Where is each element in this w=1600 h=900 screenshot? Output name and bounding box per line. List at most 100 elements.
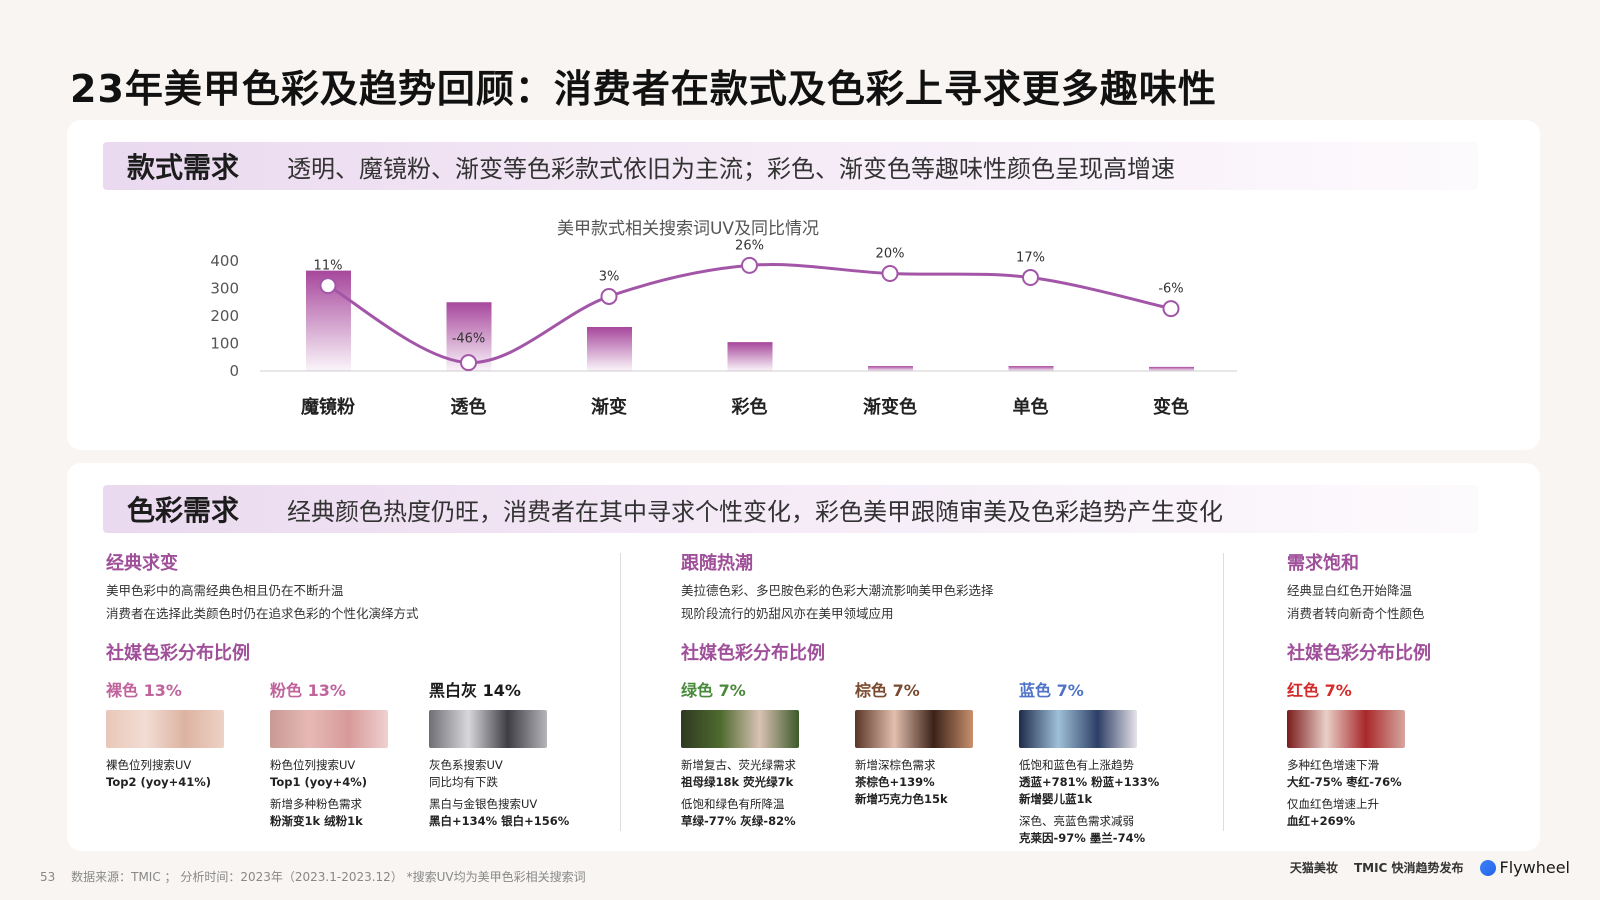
- yoy-point: [741, 256, 758, 274]
- color-banner: 色彩需求 经典颜色热度仍旺，消费者在其中寻求个性变化，彩色美甲跟随审美及色彩趋势…: [103, 485, 1478, 533]
- flywheel-logo: Flywheel: [1479, 858, 1570, 877]
- yoy-label: 3%: [599, 269, 620, 284]
- col-trend: 跟随热潮 美拉德色彩、多巴胺色彩的色彩大潮流影响美甲色彩选择 现阶段流行的奶甜风…: [681, 549, 994, 665]
- y-tick-label: 100: [210, 335, 239, 353]
- column-divider: [1223, 553, 1224, 831]
- label-brown: 棕色 7%: [855, 681, 920, 700]
- col-classic-line: 消费者在选择此类颜色时仍在追求色彩的个性化演绎方式: [106, 606, 419, 621]
- note-line: 新增复古、荧光绿需求: [681, 758, 796, 772]
- bar: [1008, 366, 1054, 371]
- category-label: 彩色: [731, 396, 768, 418]
- flywheel-icon: [1479, 859, 1496, 876]
- flywheel-label: Flywheel: [1499, 858, 1570, 877]
- col-saturated-title: 需求饱和: [1287, 553, 1359, 574]
- page-number: 53: [40, 870, 56, 884]
- bar: [868, 366, 913, 371]
- col-trend-line: 现阶段流行的奶甜风亦在美甲领域应用: [681, 606, 894, 621]
- col-saturated-line: 消费者转向新奇个性颜色: [1287, 606, 1425, 621]
- note-line: 新增婴儿蓝1k: [1019, 792, 1093, 806]
- category-label: 渐变: [591, 396, 627, 418]
- note-pink: 粉色位列搜索UV Top1 (yoy+4%) 新增多种粉色需求 粉渐变1k 绒粉…: [270, 757, 367, 830]
- source-note: 数据来源：TMIC ； 分析时间：2023年（2023.1-2023.12） *…: [71, 870, 586, 884]
- swatch-brown: [855, 710, 973, 748]
- tmic-logo: TMIC 快消趋势发布: [1353, 861, 1464, 875]
- note-line: 粉色位列搜索UV: [270, 758, 356, 772]
- col-classic: 经典求变 美甲色彩中的高需经典色相且仍在不断升温 消费者在选择此类颜色时仍在追求…: [106, 549, 419, 665]
- footer: 53 数据来源：TMIC ； 分析时间：2023年（2023.1-2023.12…: [40, 868, 586, 885]
- y-tick-label: 200: [210, 307, 239, 325]
- note-line: 黑白与金银色搜索UV: [429, 797, 538, 811]
- color-tag: 色彩需求: [127, 494, 240, 527]
- style-tag: 款式需求: [127, 151, 240, 184]
- yoy-point: [460, 354, 477, 372]
- note-line: 多种红色增速下滑: [1287, 758, 1379, 772]
- note-line: 裸色位列搜索UV: [106, 758, 192, 772]
- y-tick-label: 400: [210, 252, 239, 270]
- yoy-point: [881, 265, 899, 282]
- label-blue: 蓝色 7%: [1019, 681, 1084, 700]
- swatch-nude: [106, 710, 224, 748]
- note-line: 茶棕色+139%: [855, 775, 935, 789]
- note-line: 大红-75% 枣红-76%: [1287, 775, 1402, 789]
- y-tick-label: 0: [229, 362, 239, 380]
- swatch-green: [681, 710, 799, 748]
- col-trend-title: 跟随热潮: [681, 553, 753, 574]
- category-label: 变色: [1153, 396, 1189, 418]
- note-line: 祖母绿18k 荧光绿7k: [681, 775, 794, 789]
- note-brown: 新增深棕色需求 茶棕色+139% 新增巧克力色15k: [855, 757, 948, 808]
- bar: [727, 342, 773, 371]
- note-green: 新增复古、荧光绿需求 祖母绿18k 荧光绿7k 低饱和绿色有所降温 草绿-77%…: [681, 757, 796, 830]
- note-line: 仅血红色增速上升: [1287, 797, 1379, 811]
- category-label: 透色: [451, 396, 487, 418]
- category-label: 魔镜粉: [301, 396, 355, 418]
- color-desc: 经典颜色热度仍旺，消费者在其中寻求个性变化，彩色美甲跟随审美及色彩趋势产生变化: [287, 497, 1223, 526]
- yoy-point: [319, 277, 337, 295]
- swatch-blue: [1019, 710, 1137, 748]
- note-line: 草绿-77% 灰绿-82%: [681, 814, 796, 828]
- col-saturated-line: 经典显白红色开始降温: [1287, 583, 1413, 598]
- yoy-label: -6%: [1158, 282, 1183, 297]
- swatch-bw: [429, 710, 547, 748]
- note-line: 透蓝+781% 粉蓝+133%: [1019, 775, 1160, 789]
- label-nude: 裸色 13%: [106, 681, 182, 700]
- chart-title: 美甲款式相关搜索词UV及同比情况: [557, 219, 819, 239]
- note-line: 血红+269%: [1287, 814, 1356, 828]
- col-trend-subtitle: 社媒色彩分布比例: [681, 643, 825, 664]
- col-saturated-subtitle: 社媒色彩分布比例: [1287, 643, 1431, 664]
- note-blue: 低饱和蓝色有上涨趋势 透蓝+781% 粉蓝+133% 新增婴儿蓝1k 深色、亮蓝…: [1019, 757, 1159, 847]
- bar: [1149, 366, 1194, 371]
- swatch-red: [1287, 710, 1405, 748]
- bar: [587, 327, 632, 371]
- yoy-label: 17%: [1016, 251, 1045, 266]
- note-red: 多种红色增速下滑 大红-75% 枣红-76% 仅血红色增速上升 血红+269%: [1287, 757, 1402, 830]
- note-bw: 灰色系搜索UV 同比均有下跌 黑白与金银色搜索UV 黑白+134% 银白+156…: [429, 757, 569, 830]
- note-line: 克莱因-97% 墨兰-74%: [1019, 831, 1146, 845]
- col-classic-subtitle: 社媒色彩分布比例: [106, 643, 250, 664]
- yoy-label: 20%: [876, 247, 905, 262]
- y-tick-label: 300: [210, 280, 239, 298]
- label-green: 绿色 7%: [681, 681, 746, 700]
- label-bw: 黑白灰 14%: [429, 681, 521, 700]
- yoy-label: 11%: [314, 259, 343, 274]
- page-title: 23年美甲色彩及趋势回顾：消费者在款式及色彩上寻求更多趣味性: [70, 67, 1217, 111]
- style-banner: 款式需求 透明、魔镜粉、渐变等色彩款式依旧为主流；彩色、渐变色等趣味性颜色呈现高…: [103, 142, 1478, 190]
- color-panel: 色彩需求 经典颜色热度仍旺，消费者在其中寻求个性变化，彩色美甲跟随审美及色彩趋势…: [67, 463, 1540, 851]
- col-classic-line: 美甲色彩中的高需经典色相且仍在不断升温: [106, 583, 344, 598]
- yoy-label: -46%: [452, 332, 486, 347]
- category-label: 单色: [1013, 396, 1049, 418]
- col-classic-title: 经典求变: [106, 553, 178, 574]
- label-pink: 粉色 13%: [270, 681, 346, 700]
- note-line: 新增多种粉色需求: [270, 797, 362, 811]
- yoy-point: [600, 287, 618, 305]
- note-line: 新增深棕色需求: [855, 758, 936, 772]
- swatch-pink: [270, 710, 388, 748]
- col-saturated: 需求饱和 经典显白红色开始降温 消费者转向新奇个性颜色 社媒色彩分布比例: [1287, 549, 1431, 665]
- logo-bar: 天猫美妆 TMIC 快消趋势发布 Flywheel: [1290, 858, 1570, 877]
- style-panel: 款式需求 透明、魔镜粉、渐变等色彩款式依旧为主流；彩色、渐变色等趣味性颜色呈现高…: [67, 120, 1540, 450]
- label-red: 红色 7%: [1287, 681, 1352, 700]
- note-line: 灰色系搜索UV: [429, 758, 503, 772]
- category-label: 渐变色: [863, 396, 917, 418]
- col-trend-line: 美拉德色彩、多巴胺色彩的色彩大潮流影响美甲色彩选择: [681, 583, 994, 598]
- tmall-logo: 天猫美妆: [1289, 861, 1338, 875]
- note-line: 黑白+134% 银白+156%: [429, 814, 570, 828]
